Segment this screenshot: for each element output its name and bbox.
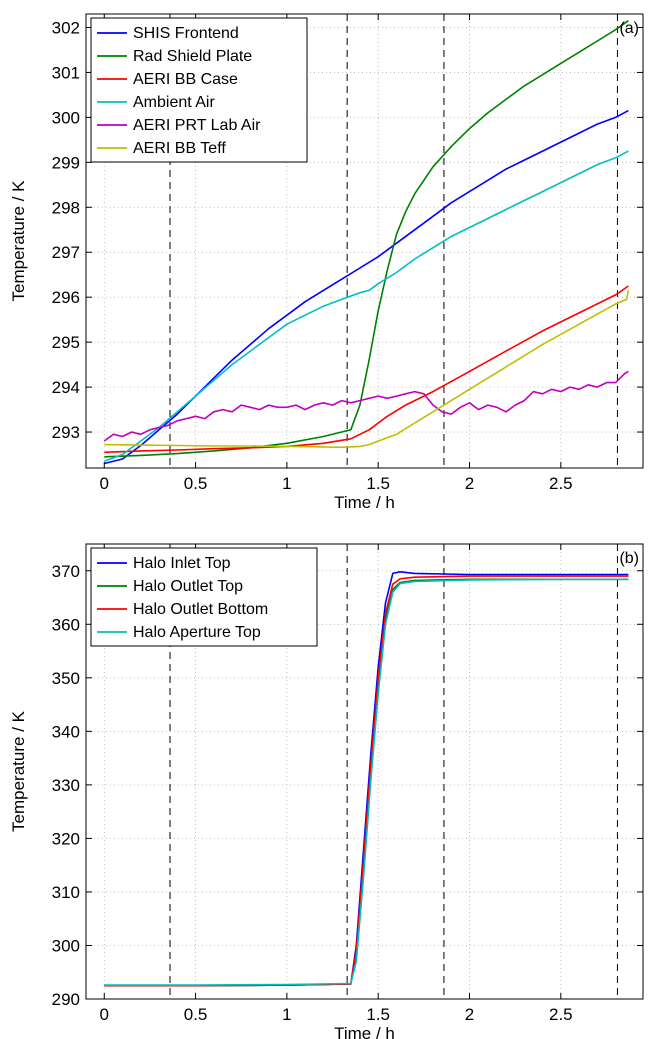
x-axis-label: Time / h: [334, 493, 395, 512]
legend: SHIS Frontend Rad Shield Plate AERI BB Cas…: [90, 17, 308, 163]
x-tick-label: 0: [100, 474, 109, 493]
x-tick-label: 0.5: [184, 474, 208, 493]
y-tick-label: 320: [52, 829, 80, 848]
y-tick-label: 300: [52, 108, 80, 127]
panel-b-halo-temperature-chart: 0 0.5 1 1.5 2 2.5 290 300 310 320 330 340 350 360 370 T…: [9, 543, 644, 1039]
series-line-halo-aperture-top: [104, 578, 629, 986]
x-tick-label: 0.5: [184, 1005, 208, 1024]
legend-entry: Halo Aperture Top: [133, 624, 261, 641]
x-tick-label: 0: [100, 1005, 109, 1024]
x-tick-label: 1.5: [366, 1005, 390, 1024]
y-tick-label: 295: [52, 333, 80, 352]
legend-entry: Halo Outlet Bottom: [133, 601, 268, 618]
x-tick-label: 1.5: [366, 474, 390, 493]
legend-entry: SHIS Frontend: [133, 25, 239, 42]
y-tick-label: 297: [52, 243, 80, 262]
y-tick-label: 370: [52, 562, 80, 581]
legend-entry: Halo Outlet Top: [133, 578, 243, 595]
y-tick-label: 296: [52, 288, 80, 307]
x-tick-label: 1: [282, 474, 291, 493]
plot-frame: [85, 13, 644, 469]
y-tick-label: 293: [52, 423, 80, 442]
y-tick-label: 350: [52, 669, 80, 688]
series-line-ambient-air: [104, 150, 629, 463]
y-tick-label: 310: [52, 883, 80, 902]
legend: Halo Inlet Top Halo Outlet Top Halo Outlet…: [90, 547, 318, 647]
legend-box: [90, 17, 308, 163]
panel-a-temperature-chart: 0 0.5 1 1.5 2 2.5 293 294 295 296 297 298 299 300 301 3…: [9, 13, 644, 512]
y-tick-label: 360: [52, 615, 80, 634]
y-tick-label: 340: [52, 722, 80, 741]
y-tick-label: 290: [52, 990, 80, 1009]
series-line-aeri-prt-lab-air: [103, 370, 629, 442]
panel-label: (b): [619, 550, 639, 567]
legend-entry: AERI BB Case: [133, 71, 238, 88]
y-tick-label: 294: [52, 378, 80, 397]
plot-frame: [85, 543, 644, 1000]
x-tick-label: 2.5: [549, 474, 573, 493]
y-tick-label: 301: [52, 63, 80, 82]
legend-entry: Halo Inlet Top: [133, 555, 231, 572]
y-tick-label: 330: [52, 776, 80, 795]
y-tick-label: 302: [52, 18, 80, 37]
y-tick-label: 298: [52, 198, 80, 217]
y-axis-label: Temperature / K: [9, 180, 28, 302]
series-line-aeri-bb-case: [104, 285, 629, 454]
x-axis-label: Time / h: [334, 1024, 395, 1039]
legend-box: [90, 547, 318, 647]
series-line-aeri-bb-teff: [104, 290, 630, 449]
x-tick-label: 2: [465, 474, 474, 493]
x-tick-label: 2: [465, 1005, 474, 1024]
legend-entry: AERI PRT Lab Air: [133, 117, 261, 134]
legend-entry: Ambient Air: [133, 94, 215, 111]
y-tick-label: 300: [52, 936, 80, 955]
x-tick-label: 1: [282, 1005, 291, 1024]
legend-entry: Rad Shield Plate: [133, 48, 252, 65]
y-axis-label: Temperature / K: [9, 710, 28, 832]
panel-label: (a): [619, 20, 639, 37]
y-tick-label: 299: [52, 153, 80, 172]
x-tick-label: 2.5: [549, 1005, 573, 1024]
legend-entry: AERI BB Teff: [133, 140, 226, 157]
